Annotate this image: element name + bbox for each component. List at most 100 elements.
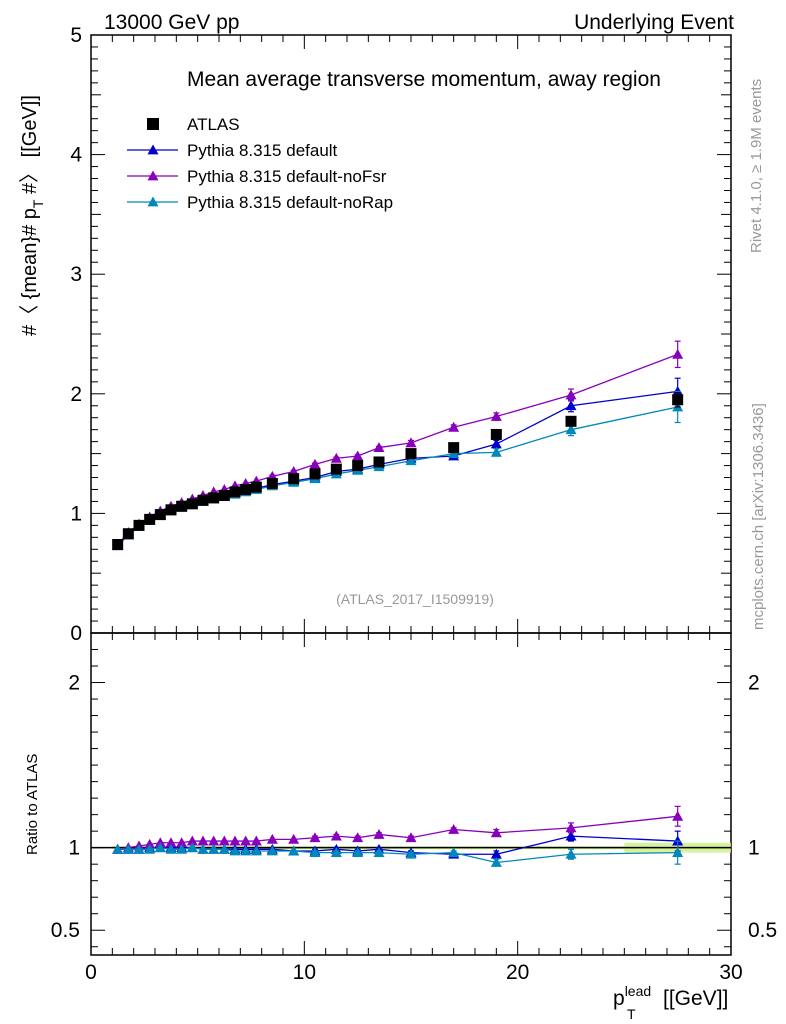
ratio-point <box>352 832 364 843</box>
ratio-y-tick-label: 0.5 <box>748 919 777 942</box>
data-point <box>448 442 460 454</box>
chart-title: Mean average transverse momentum, away r… <box>187 68 661 91</box>
ratio-point <box>240 845 252 856</box>
ratio-point <box>112 843 124 854</box>
x-axis-label: plead <box>613 983 651 1010</box>
x-tick-label: 30 <box>719 961 742 984</box>
data-point <box>197 494 209 506</box>
mc-point <box>330 452 342 463</box>
ratio-panel: 0 10 20 30 0.5 0.5 1 1 2 2 Ratio to ATLAS <box>24 632 777 984</box>
data-point <box>405 448 417 460</box>
mc-point <box>309 458 321 469</box>
legend-marker-pythia-8-315-default-norap <box>147 196 159 207</box>
data-point <box>330 463 342 475</box>
ratio-point <box>218 843 230 854</box>
mc-point <box>565 424 577 435</box>
ratio-point <box>330 830 342 841</box>
ratio-point <box>186 835 198 846</box>
ratio-y-tick-label: 0.5 <box>51 919 80 942</box>
legend-marker-pythia-8-315-default <box>147 144 159 155</box>
x-axis-label-sup: lead <box>625 983 651 999</box>
series-line-pythia-8-315-default <box>117 390 678 547</box>
header-left: 13000 GeV pp <box>104 11 239 34</box>
ratio-point <box>154 837 166 848</box>
x-tick-label: 10 <box>293 961 316 984</box>
ratio-point <box>565 848 577 859</box>
ratio-point <box>373 828 385 839</box>
mc-point <box>373 442 385 453</box>
ratio-y-axis-label: Ratio to ATLAS <box>24 754 41 855</box>
ratio-point <box>250 835 262 846</box>
mc-point <box>490 411 502 421</box>
ratio-point <box>309 832 321 843</box>
ratio-point <box>122 843 134 854</box>
ratio-point <box>197 835 209 846</box>
data-point <box>240 483 252 495</box>
main-panel: 1 2 3 4 5 0 Mean average transverse momentum,… <box>19 24 732 645</box>
data-point <box>250 481 262 493</box>
ratio-point <box>405 848 417 859</box>
data-point <box>122 528 134 540</box>
ratio-point <box>165 843 177 854</box>
ratio-marks <box>112 805 684 867</box>
main-marks <box>112 340 684 551</box>
y-tick-label: 4 <box>70 144 82 167</box>
y-tick-label: 5 <box>70 24 82 47</box>
ratio-point <box>373 847 385 858</box>
x-axis-label-sub: T <box>627 1006 636 1022</box>
data-point <box>186 498 198 510</box>
data-point <box>144 513 156 525</box>
y-axis-label-main: #〈 {mean}# p <box>19 208 41 336</box>
ratio-point <box>197 843 209 854</box>
mc-point <box>405 455 417 466</box>
series-line-pythia-8-315-default-nofsr <box>117 353 678 545</box>
ratio-point <box>144 838 156 849</box>
legend: ATLAS Pythia 8.315 default Pythia 8.315 de… <box>127 115 393 212</box>
mc-point <box>565 389 577 400</box>
ratio-point <box>309 847 321 858</box>
ratio-y-tick-label: 2 <box>68 672 80 695</box>
ratio-point <box>229 835 241 846</box>
y-axis-label-rest: #〉 [[GeV]] <box>19 95 41 199</box>
ratio-point <box>186 842 198 853</box>
ratio-point <box>208 843 220 854</box>
header-right: Underlying Event <box>574 11 734 34</box>
mc-point <box>490 446 502 457</box>
data-point <box>309 468 321 480</box>
data-point <box>352 460 364 472</box>
ratio-point <box>672 847 684 858</box>
data-point <box>229 486 241 498</box>
x-axis-label-unit: [[GeV]] <box>663 987 728 1010</box>
ratio-frame <box>90 632 732 956</box>
ratio-point <box>565 830 577 841</box>
mc-point <box>672 348 684 359</box>
data-point <box>490 428 502 440</box>
x-tick-label: 20 <box>506 961 529 984</box>
ratio-point <box>266 833 278 844</box>
ratio-point <box>154 842 166 853</box>
data-point <box>112 538 124 550</box>
x-axis-label-main: p <box>613 987 625 1010</box>
legend-label-atlas: ATLAS <box>187 115 240 134</box>
y-tick-label: 1 <box>70 502 82 525</box>
ratio-y-tick-label: 1 <box>748 837 760 860</box>
data-point <box>672 394 684 406</box>
mc-point <box>352 450 364 461</box>
legend-label-pythia-8-315-default-norap: Pythia 8.315 default-noRap <box>187 193 393 212</box>
main-ticks: 1 2 3 4 5 0 <box>70 24 732 645</box>
ratio-point <box>176 837 188 848</box>
ratio-point <box>288 833 300 844</box>
legend-label-pythia-8-315-default-nofsr: Pythia 8.315 default-noFsr <box>187 167 387 186</box>
legend-marker-atlas <box>147 118 159 130</box>
ratio-point <box>672 810 684 821</box>
y-tick-label: 2 <box>70 383 82 406</box>
ratio-point <box>240 835 252 846</box>
data-point <box>288 473 300 485</box>
ratio-point <box>490 848 502 859</box>
ratio-point <box>208 835 220 846</box>
data-point <box>208 492 220 504</box>
mc-point <box>448 421 460 432</box>
analysis-id: (ATLAS_2017_I1509919) <box>336 591 494 607</box>
ratio-point <box>250 845 262 856</box>
data-point <box>176 500 188 512</box>
